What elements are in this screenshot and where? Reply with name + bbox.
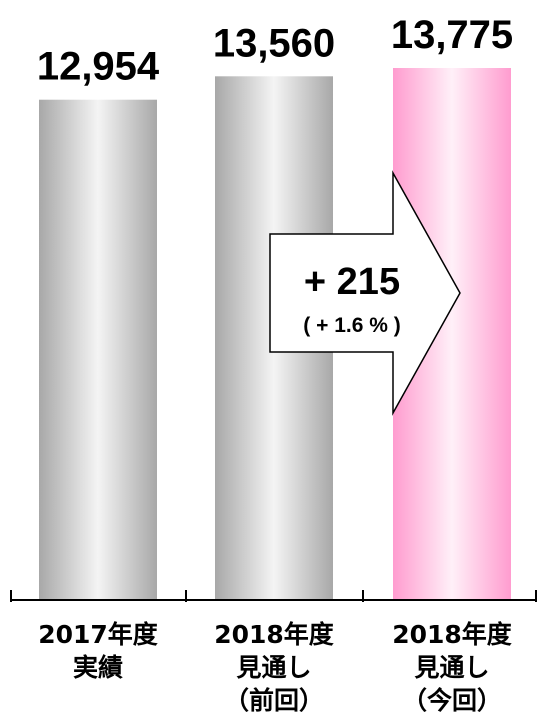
category-label-2-line-2: 見通し: [236, 653, 311, 682]
increase-annotation: + 215 ( + 1.6 % ): [269, 170, 461, 416]
category-label-3-line-2: 見通し: [414, 653, 489, 682]
category-label-2-line-3: （前回）: [224, 686, 324, 715]
category-label-3-line-1: 2018年度: [392, 620, 512, 649]
data-label-2: 13,560: [213, 21, 335, 65]
data-label-3: 13,775: [391, 13, 513, 57]
category-label-2-line-1: 2018年度: [214, 620, 334, 649]
increase-arrow-icon: [269, 170, 461, 416]
category-label-3-line-3: （今回）: [402, 686, 502, 715]
category-label-1-line-1: 2017年度: [38, 620, 158, 649]
x-axis: [10, 590, 537, 602]
bar-1: [39, 99, 157, 601]
data-label-1: 12,954: [37, 45, 160, 89]
increase-amount: + 215: [304, 261, 400, 303]
increase-percent: ( + 1.6 % ): [303, 314, 400, 337]
value-labels-group: 12,954 13,560 13,775: [37, 13, 513, 89]
category-label-1-line-2: 実績: [73, 653, 123, 682]
